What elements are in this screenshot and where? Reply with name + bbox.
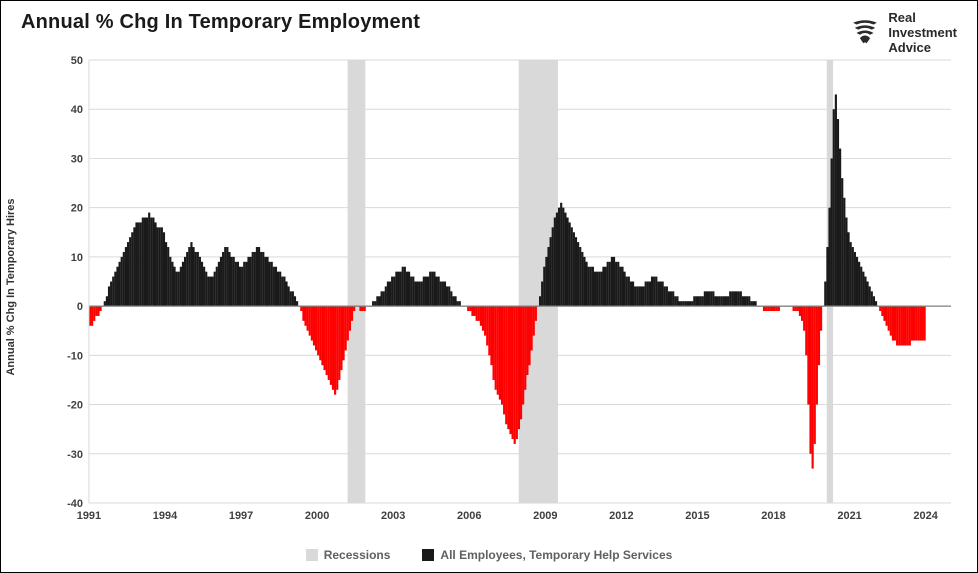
eagle-icon (848, 16, 882, 50)
legend-recessions: Recessions (306, 548, 391, 562)
svg-text:20: 20 (71, 203, 83, 215)
svg-text:2018: 2018 (761, 510, 785, 522)
chart-svg: -40 -30 -20 -10 0 10 20 30 40 50 1991 1994 1997 2000 2… (59, 56, 957, 525)
svg-text:-10: -10 (67, 350, 83, 362)
logo-line2: Investment (888, 26, 957, 41)
svg-text:40: 40 (71, 104, 83, 116)
logo-line1: Real (888, 11, 957, 26)
svg-text:1991: 1991 (77, 510, 101, 522)
svg-text:30: 30 (71, 153, 83, 165)
svg-text:-30: -30 (67, 449, 83, 461)
y-axis-label: Annual % Chg In Temporary Hires (5, 198, 17, 375)
svg-text:1994: 1994 (153, 510, 178, 522)
chart-area: -40 -30 -20 -10 0 10 20 30 40 50 1991 1994 1997 2000 2… (59, 56, 957, 524)
legend-series: All Employees, Temporary Help Services (422, 548, 672, 562)
logo-text: Real Investment Advice (888, 11, 957, 56)
chart-header: Annual % Chg In Temporary Employment Rea… (21, 11, 957, 56)
svg-text:2003: 2003 (381, 510, 405, 522)
svg-text:-40: -40 (67, 498, 83, 510)
legend-label-series: All Employees, Temporary Help Services (440, 548, 672, 562)
svg-text:2009: 2009 (533, 510, 557, 522)
legend-swatch-series (422, 549, 434, 561)
logo-line3: Advice (888, 41, 957, 56)
svg-text:2021: 2021 (837, 510, 861, 522)
svg-text:2024: 2024 (913, 510, 938, 522)
svg-text:1997: 1997 (229, 510, 253, 522)
svg-text:2006: 2006 (457, 510, 481, 522)
legend-label-recessions: Recessions (324, 548, 391, 562)
svg-text:-20: -20 (67, 400, 83, 412)
svg-text:2015: 2015 (685, 510, 709, 522)
svg-text:50: 50 (71, 56, 83, 67)
svg-text:2000: 2000 (305, 510, 329, 522)
svg-text:10: 10 (71, 252, 83, 264)
legend-swatch-recessions (306, 549, 318, 561)
chart-title: Annual % Chg In Temporary Employment (21, 11, 420, 34)
svg-text:0: 0 (77, 301, 83, 313)
branding-logo: Real Investment Advice (848, 11, 957, 56)
chart-legend: Recessions All Employees, Temporary Help… (1, 548, 977, 562)
svg-text:2012: 2012 (609, 510, 633, 522)
